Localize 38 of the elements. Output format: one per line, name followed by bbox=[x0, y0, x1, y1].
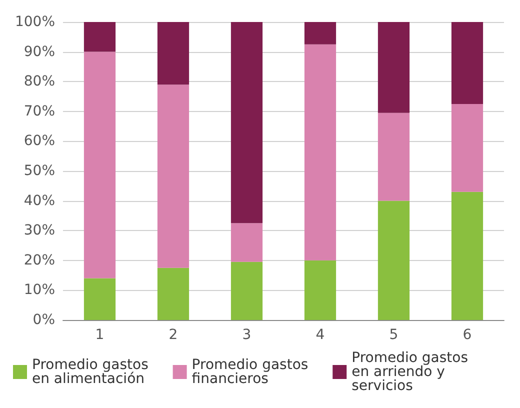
bar bbox=[378, 22, 410, 113]
x-tick-label: 4 bbox=[316, 327, 325, 343]
y-tick-label: 50% bbox=[24, 163, 55, 179]
y-tick-label: 40% bbox=[24, 192, 55, 209]
bar bbox=[378, 200, 410, 320]
bar bbox=[304, 260, 336, 320]
bar bbox=[378, 112, 410, 201]
x-tick-label: 2 bbox=[168, 327, 178, 343]
bar bbox=[84, 22, 116, 52]
bar bbox=[304, 44, 336, 260]
x-tick-label: 3 bbox=[242, 327, 252, 343]
bar bbox=[84, 52, 116, 278]
legend-label: Promedio gastos financieros bbox=[192, 357, 313, 387]
y-tick-label: 100% bbox=[14, 14, 55, 30]
bar bbox=[230, 22, 263, 224]
bar bbox=[451, 22, 484, 104]
y-tick-label: 60% bbox=[24, 133, 55, 150]
y-tick-label: 30% bbox=[24, 222, 55, 239]
bar bbox=[157, 22, 190, 85]
bar bbox=[230, 262, 263, 320]
bar bbox=[84, 278, 116, 320]
bar bbox=[451, 104, 484, 192]
y-tick-label: 10% bbox=[24, 282, 55, 298]
x-tick-label: 1 bbox=[95, 327, 104, 343]
legend-label: Promedio gastos en arriendo y servicios bbox=[352, 350, 472, 394]
y-tick-label: 90% bbox=[24, 44, 55, 60]
bar bbox=[230, 223, 263, 262]
bar bbox=[304, 22, 336, 44]
y-tick-label: 80% bbox=[24, 74, 55, 90]
legend-label: Promedio gastos en alimentación bbox=[32, 357, 153, 387]
bar bbox=[157, 268, 190, 320]
bar bbox=[157, 84, 190, 268]
y-tick-label: 0% bbox=[32, 312, 55, 328]
bar bbox=[451, 192, 484, 320]
y-tick-label: 70% bbox=[24, 103, 55, 120]
x-tick-label: 6 bbox=[462, 327, 472, 343]
y-tick-label: 20% bbox=[24, 252, 55, 268]
x-tick-label: 5 bbox=[389, 327, 398, 343]
